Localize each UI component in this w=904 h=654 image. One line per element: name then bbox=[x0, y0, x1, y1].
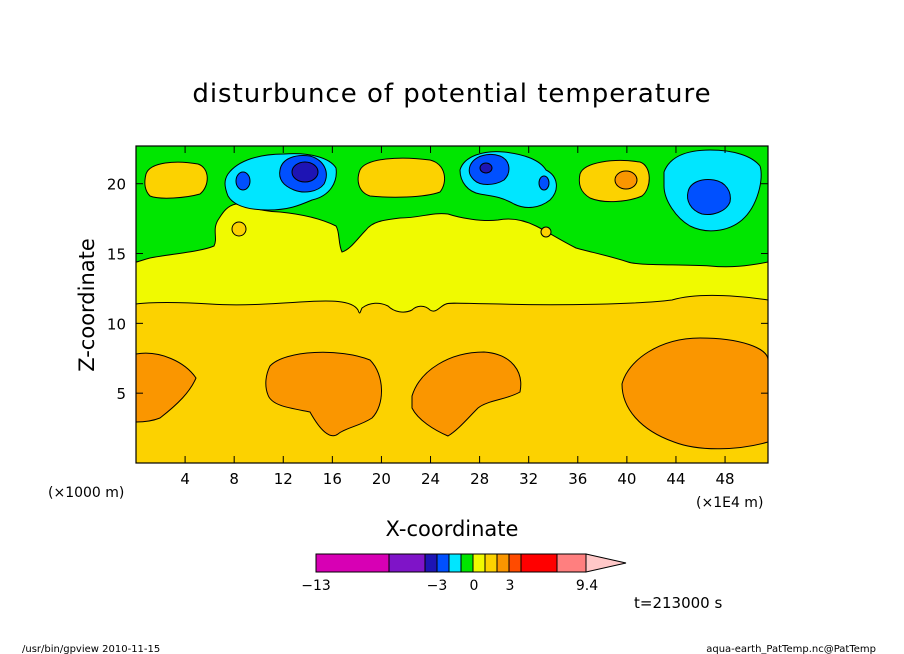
footer-left: /usr/bin/gpview 2010-11-15 bbox=[22, 644, 160, 654]
contour-fill-lvl-n3-to-n2 bbox=[235, 171, 251, 191]
contour-fill-lvl-2-to-3 bbox=[621, 337, 768, 450]
colorbar-segment bbox=[436, 553, 450, 573]
colorbar-label: 3 bbox=[506, 578, 515, 594]
plot-area bbox=[136, 146, 768, 463]
y-tick-label: 10 bbox=[107, 315, 126, 333]
y-tick-label: 5 bbox=[116, 385, 126, 403]
x-axis-label: X-coordinate bbox=[386, 517, 519, 541]
colorbar-segment bbox=[472, 553, 486, 573]
contour-fill-lvl-1-to-2 bbox=[578, 160, 650, 203]
colorbar-segment bbox=[315, 553, 390, 573]
footer-right: aqua-earth_PatTemp.nc@PatTemp bbox=[706, 644, 876, 654]
colorbar-segment bbox=[556, 553, 587, 573]
x-tick-label: 24 bbox=[421, 470, 440, 488]
x-unit-left: (×1000 m) bbox=[48, 485, 124, 501]
colorbar-segment bbox=[388, 553, 426, 573]
chart-title: disturbunce of potential temperature bbox=[192, 79, 711, 109]
contour-fill-lvl-2-to-3 bbox=[614, 170, 638, 190]
contour-fill-lvl-2-to-3 bbox=[136, 352, 197, 423]
colorbar-label: −13 bbox=[301, 578, 331, 594]
x-tick-label: 36 bbox=[568, 470, 587, 488]
y-tick-label: 15 bbox=[107, 246, 126, 264]
contour-fill-lvl-n3-to-n2 bbox=[538, 175, 550, 191]
colorbar-segment bbox=[424, 553, 438, 573]
colorbar-segment bbox=[520, 553, 558, 573]
x-tick-label: 48 bbox=[716, 470, 735, 488]
colorbar-labels: −13 −3 0 3 9.4 bbox=[301, 578, 598, 594]
colorbar-extension-arrow bbox=[585, 553, 627, 573]
contour-fill-lvl-2-to-3 bbox=[411, 351, 522, 437]
contour-fill-lvl-1-to-2 bbox=[540, 226, 552, 238]
time-label: t=213000 s bbox=[634, 594, 722, 612]
x-tick-label: 40 bbox=[617, 470, 636, 488]
x-tick-label: 20 bbox=[372, 470, 391, 488]
x-tick-label: 16 bbox=[323, 470, 342, 488]
x-tick-label: 44 bbox=[666, 470, 685, 488]
plot-frame bbox=[135, 145, 769, 464]
x-tick-label: 28 bbox=[470, 470, 489, 488]
contour-fill-lvl-1-to-2 bbox=[144, 161, 208, 199]
colorbar-segment bbox=[460, 553, 474, 573]
y-axis: 5 10 15 20 bbox=[107, 176, 768, 403]
colorbar-label: −3 bbox=[427, 578, 448, 594]
x-tick-label: 32 bbox=[519, 470, 538, 488]
contour-fill-lvl-2-to-3 bbox=[265, 351, 382, 437]
contour-fill-lvl-n3-to-n2 bbox=[687, 179, 731, 215]
colorbar-segment bbox=[484, 553, 498, 573]
x-tick-label: 4 bbox=[180, 470, 190, 488]
colorbar-segment bbox=[508, 553, 522, 573]
colorbar-label: 9.4 bbox=[576, 578, 598, 594]
x-tick-label: 8 bbox=[229, 470, 239, 488]
y-axis-label: Z-coordinate bbox=[75, 238, 99, 372]
contour-fill-lvl-below-n3 bbox=[479, 162, 493, 174]
contour-fill-lvl-1-to-2 bbox=[231, 221, 247, 237]
colorbar bbox=[315, 553, 627, 573]
x-unit-right: (×1E4 m) bbox=[696, 495, 763, 511]
colorbar-label: 0 bbox=[470, 578, 479, 594]
x-axis: 4 8 12 16 20 24 28 32 36 40 44 48 bbox=[180, 146, 735, 488]
colorbar-segment bbox=[448, 553, 462, 573]
contour-fill-lvl-below-n3 bbox=[291, 161, 319, 183]
colorbar-segment bbox=[496, 553, 510, 573]
contour-fill-lvl-1-to-2 bbox=[357, 157, 446, 198]
x-tick-label: 12 bbox=[274, 470, 293, 488]
y-tick-label: 20 bbox=[107, 176, 126, 194]
